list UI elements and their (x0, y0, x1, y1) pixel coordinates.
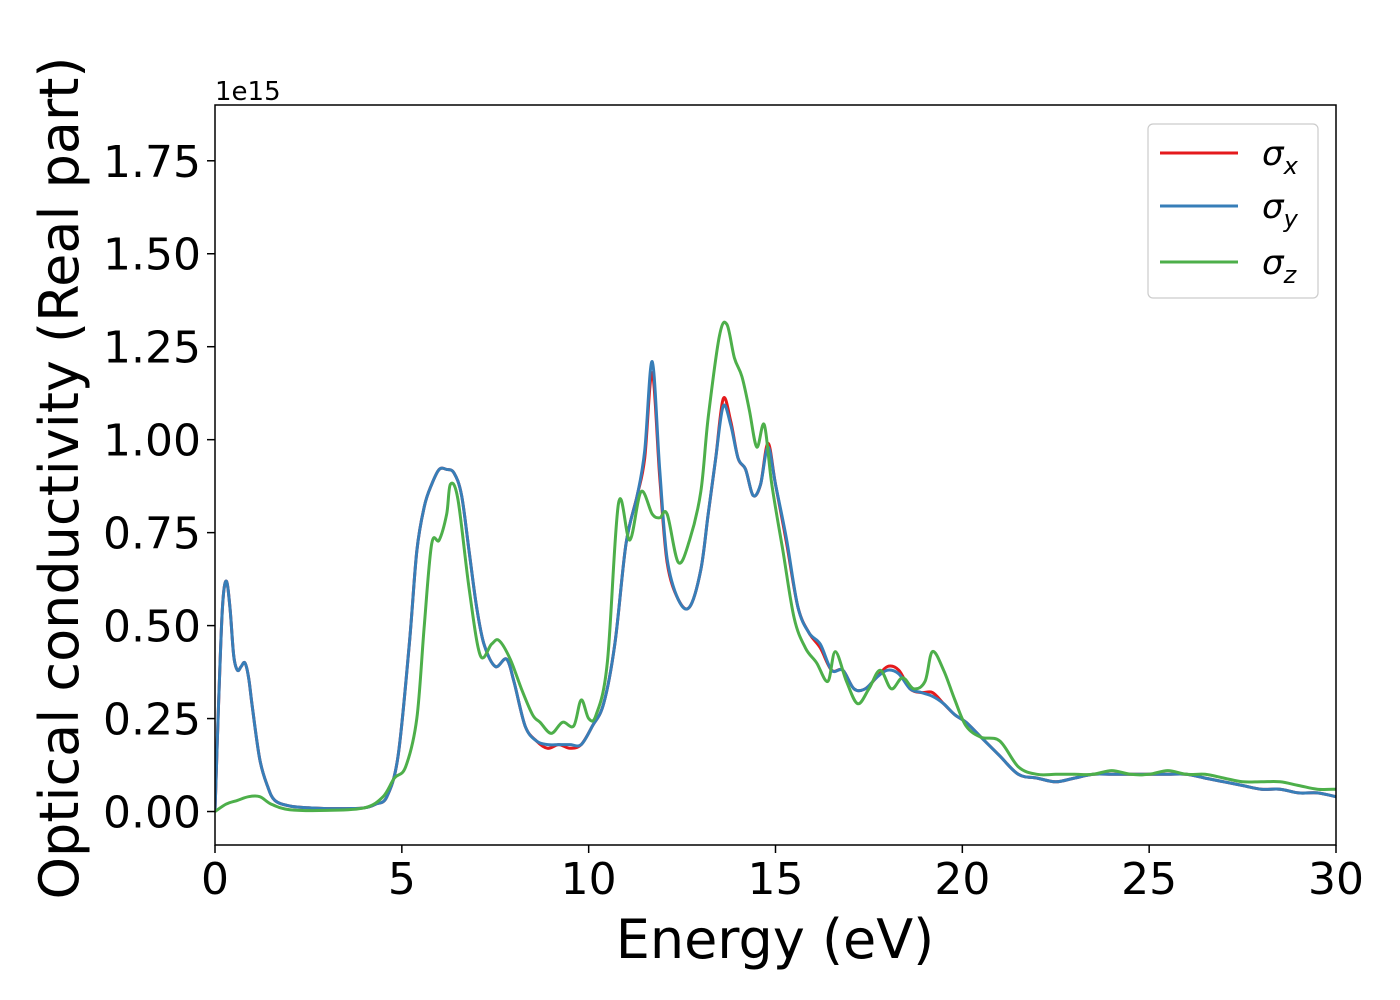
legend-label-y: σy (1262, 187, 1299, 233)
series-line-x (215, 371, 1336, 812)
x-tick-label: 15 (748, 854, 804, 905)
legend-label-z: σz (1262, 243, 1298, 289)
x-tick-label: 20 (934, 854, 990, 905)
y-tick-label: 0.75 (103, 509, 201, 560)
legend-box (1147, 123, 1319, 299)
legend: σx σy σz (1147, 123, 1319, 299)
y-tick-label: 0.00 (103, 788, 201, 839)
legend-label-x: σx (1262, 134, 1299, 180)
x-axis-label: Energy (eV) (616, 908, 935, 971)
plot-lines (215, 320, 1336, 813)
x-tick-label: 0 (201, 854, 229, 905)
series-line-y (215, 360, 1336, 812)
x-tick-label: 30 (1308, 854, 1364, 905)
y-tick-label: 0.25 (103, 695, 201, 746)
x-tick-label: 10 (561, 854, 617, 905)
y-tick-label: 0.50 (103, 602, 201, 653)
y-tick-label: 1.25 (103, 323, 201, 374)
plot-frame (214, 104, 1337, 846)
y-tick-label: 1.75 (103, 137, 201, 188)
y-tick-label: 1.00 (103, 416, 201, 467)
y-axis-label: Optical conductivity (Real part) (28, 57, 91, 900)
series-line-z (215, 320, 1336, 813)
axis-ticks: 0 5 10 15 20 25 30 0.00 0.25 0.50 0.75 1.00 1.25 1.50… (103, 137, 1364, 905)
x-tick-label: 25 (1121, 854, 1177, 905)
y-tick-label: 1.50 (103, 230, 201, 281)
x-tick-label: 5 (388, 854, 416, 905)
y-offset-label: 1e15 (215, 77, 281, 107)
